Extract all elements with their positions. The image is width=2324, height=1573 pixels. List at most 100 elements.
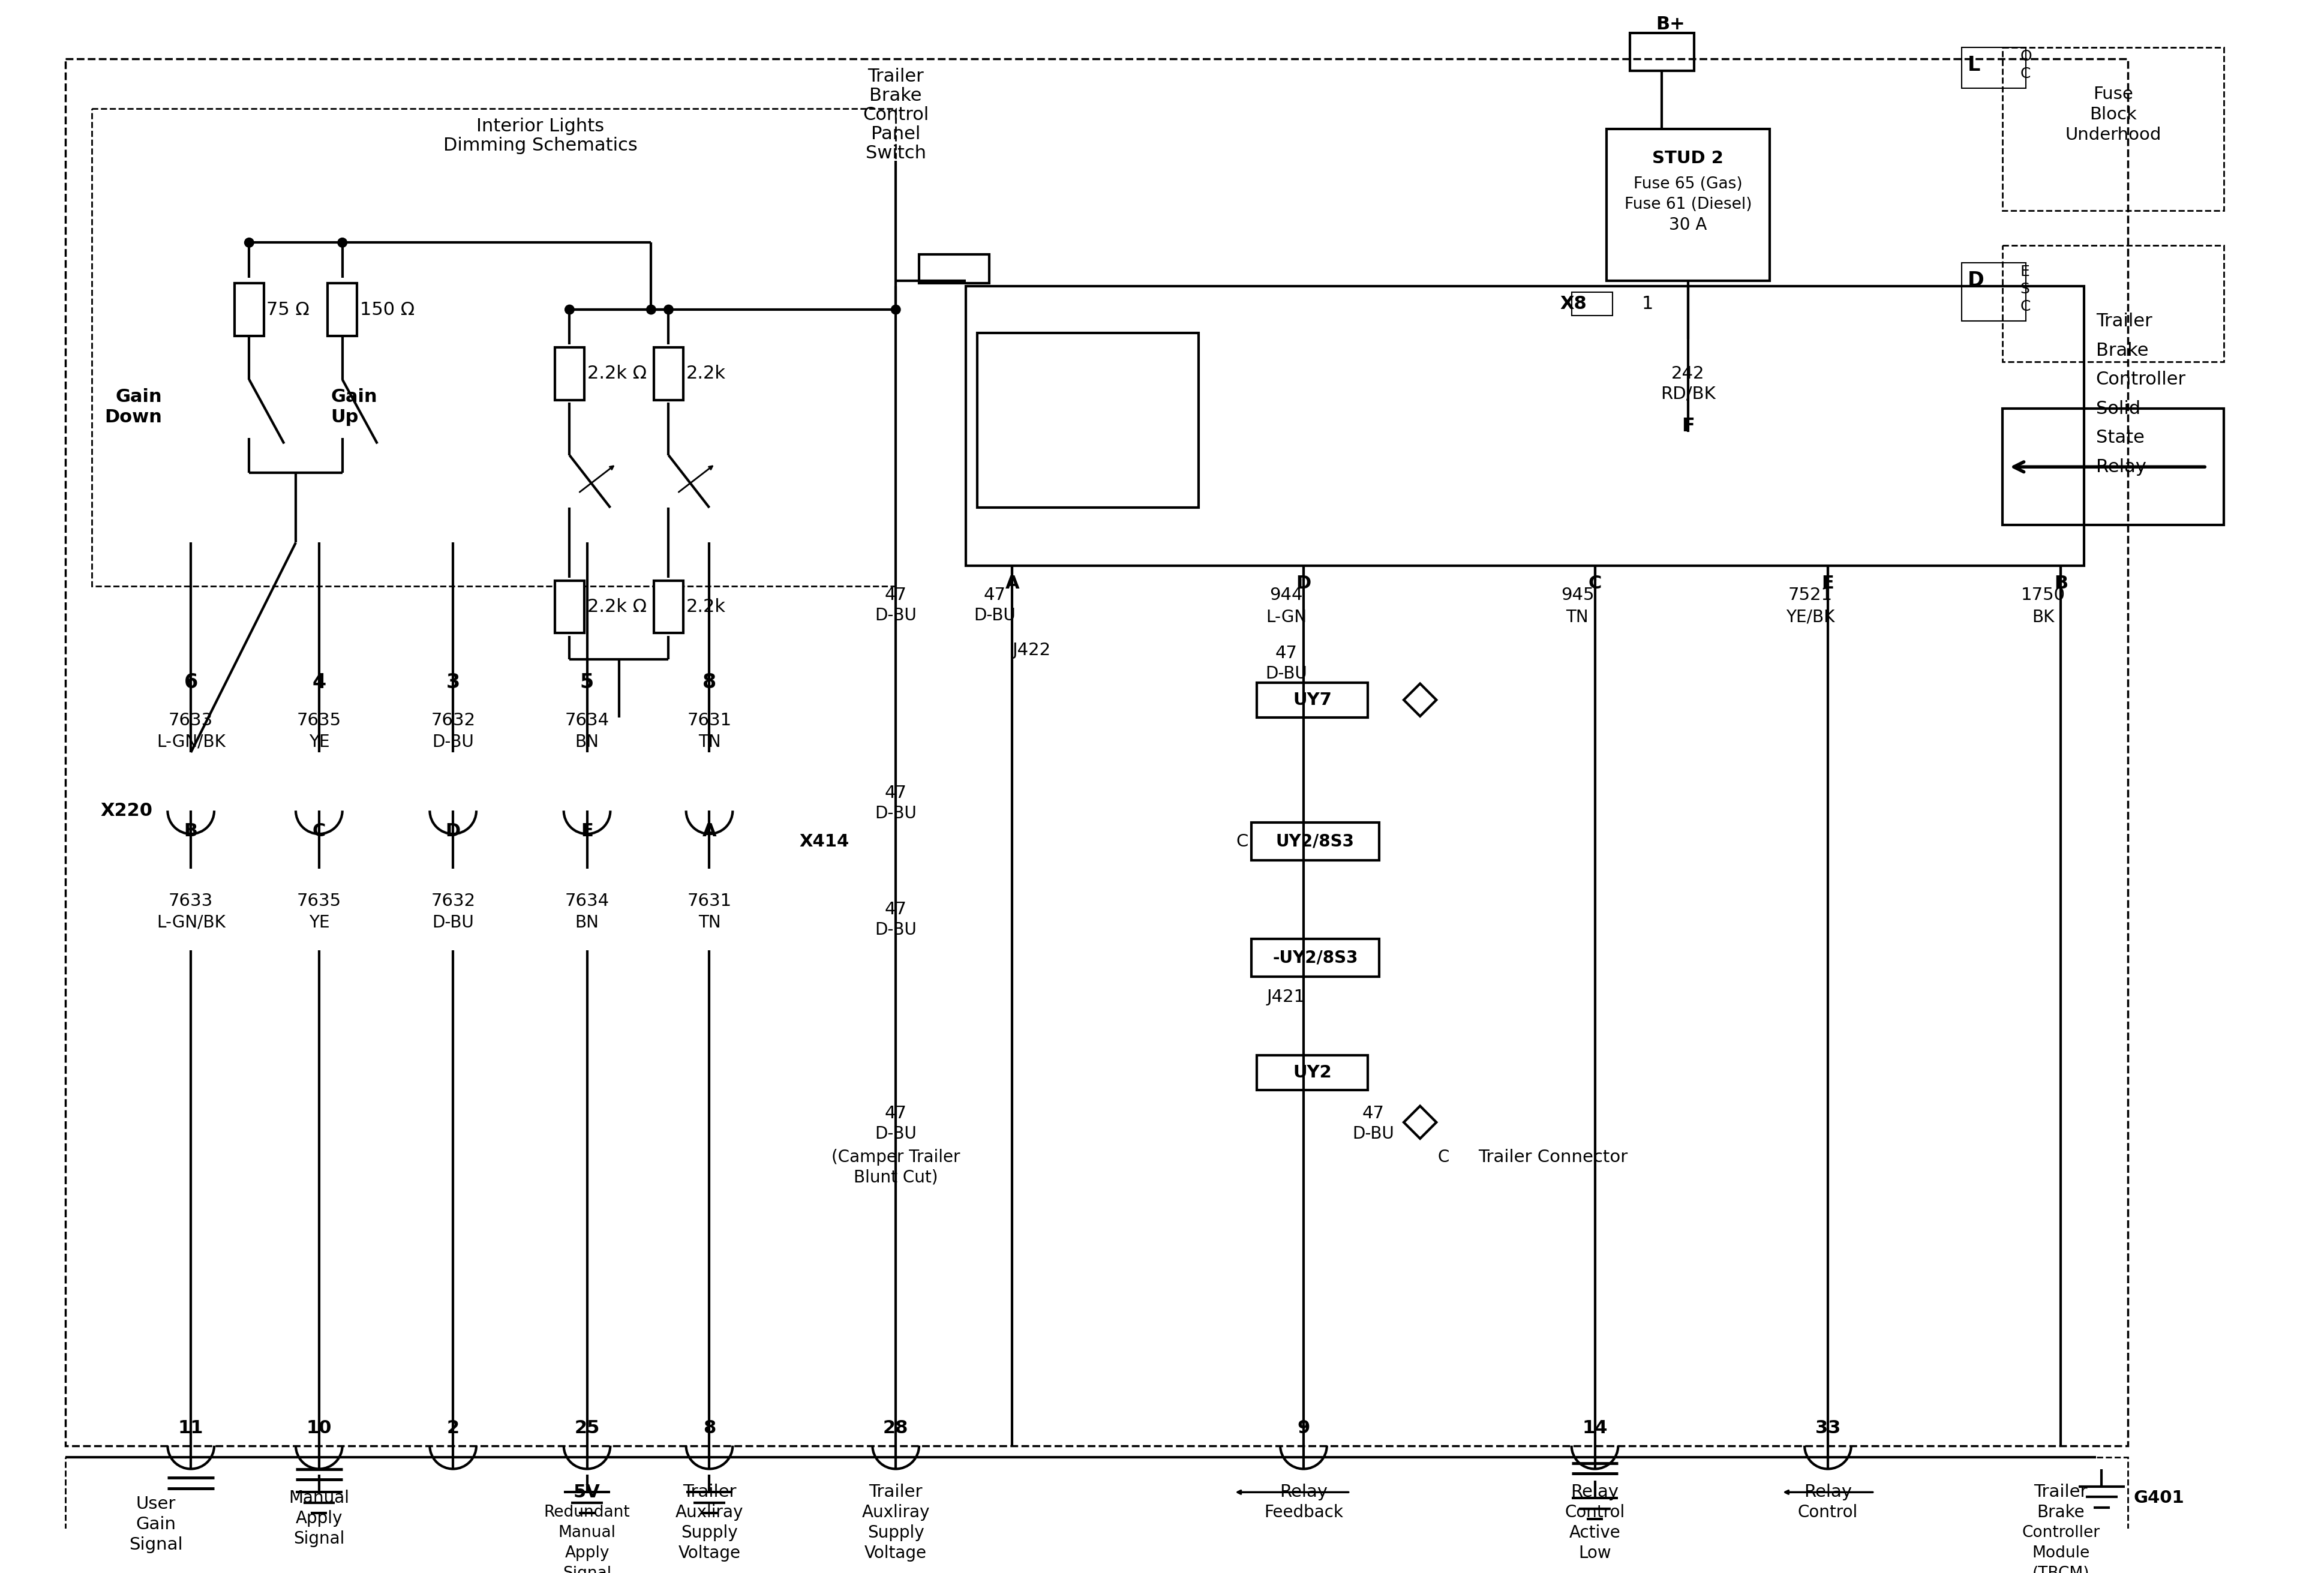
Text: 242: 242 — [1671, 365, 1706, 382]
Text: D-BU: D-BU — [874, 1126, 916, 1142]
Text: L: L — [1968, 55, 1980, 76]
Circle shape — [565, 305, 574, 315]
Text: Down: Down — [105, 409, 163, 426]
Text: 30 A: 30 A — [1669, 217, 1708, 233]
Text: J422: J422 — [1013, 642, 1050, 659]
Text: Control: Control — [862, 107, 930, 124]
Text: Supply: Supply — [681, 1524, 737, 1542]
Text: C: C — [1236, 834, 1248, 849]
Text: Brake: Brake — [2096, 341, 2147, 359]
Circle shape — [337, 238, 346, 247]
Text: Relay: Relay — [1803, 1483, 1852, 1501]
Text: 7631: 7631 — [688, 713, 732, 728]
Text: L-GN/BK: L-GN/BK — [156, 733, 225, 750]
Text: B+: B+ — [1657, 16, 1685, 33]
Text: (Camper Trailer: (Camper Trailer — [832, 1148, 960, 1166]
Bar — [2003, 409, 2224, 525]
Bar — [2003, 47, 2224, 211]
Circle shape — [244, 238, 253, 247]
Text: J421: J421 — [1267, 989, 1306, 1005]
Text: D-BU: D-BU — [874, 805, 916, 823]
Text: Controller: Controller — [2022, 1526, 2101, 1542]
Text: E: E — [2020, 264, 2029, 278]
Text: State: State — [2096, 429, 2145, 447]
Text: Control: Control — [1799, 1504, 1857, 1521]
Text: Manual: Manual — [288, 1490, 349, 1507]
Text: 47: 47 — [885, 785, 906, 802]
Text: Module: Module — [2031, 1546, 2089, 1560]
Text: Fuse: Fuse — [2094, 85, 2133, 102]
Text: 7633: 7633 — [170, 892, 214, 909]
Text: S: S — [2020, 282, 2029, 296]
Text: Solid: Solid — [2096, 400, 2140, 417]
Bar — [1250, 823, 1378, 860]
Text: Trailer Connector: Trailer Connector — [1478, 1148, 1627, 1166]
Text: 47: 47 — [885, 587, 906, 604]
Bar — [555, 580, 583, 632]
Text: 7635: 7635 — [297, 892, 342, 909]
Text: Controller: Controller — [2096, 371, 2187, 389]
Bar — [2003, 245, 2224, 362]
Text: F: F — [1683, 417, 1694, 436]
Bar — [235, 283, 263, 335]
Text: Feedback: Feedback — [1264, 1504, 1343, 1521]
Text: Relay: Relay — [1571, 1483, 1620, 1501]
Text: -UY2/8S3: -UY2/8S3 — [1274, 950, 1357, 966]
Text: User: User — [137, 1496, 177, 1512]
Text: YE: YE — [309, 733, 330, 750]
Text: 75 Ω: 75 Ω — [267, 300, 309, 318]
Text: 7631: 7631 — [688, 892, 732, 909]
Text: E: E — [581, 823, 593, 840]
Text: A: A — [702, 823, 716, 840]
Text: Gain: Gain — [116, 389, 163, 406]
Text: BK: BK — [2031, 609, 2054, 626]
Bar — [65, 1457, 2129, 1573]
Bar — [555, 348, 583, 400]
Text: 1750: 1750 — [2022, 587, 2066, 604]
Text: 1: 1 — [1641, 296, 1652, 313]
Text: UY2: UY2 — [1292, 1065, 1332, 1081]
Text: BN: BN — [574, 733, 600, 750]
Text: 7634: 7634 — [565, 892, 609, 909]
Text: C: C — [1439, 1148, 1450, 1166]
Text: 3: 3 — [446, 673, 460, 692]
Text: C: C — [2020, 66, 2031, 80]
Circle shape — [890, 305, 899, 315]
Text: BN: BN — [574, 914, 600, 931]
Text: L-GN: L-GN — [1267, 609, 1306, 626]
Text: Relay: Relay — [1281, 1483, 1327, 1501]
Text: A: A — [1006, 574, 1020, 591]
Text: Trailer: Trailer — [2096, 313, 2152, 330]
Text: YE/BK: YE/BK — [1785, 609, 1834, 626]
Text: Apply: Apply — [295, 1510, 342, 1527]
Text: 7634: 7634 — [565, 713, 609, 728]
Text: Brake: Brake — [2036, 1504, 2085, 1521]
Text: TN: TN — [1566, 609, 1590, 626]
Text: D: D — [1297, 574, 1311, 591]
Text: TN: TN — [697, 914, 720, 931]
Bar — [1257, 683, 1367, 717]
Text: STUD 2: STUD 2 — [1652, 149, 1724, 167]
Text: UY2/8S3: UY2/8S3 — [1276, 834, 1355, 849]
Bar — [653, 580, 683, 632]
Text: 944: 944 — [1269, 587, 1304, 604]
Text: Auxliray: Auxliray — [862, 1504, 930, 1521]
Bar — [1571, 293, 1613, 316]
Text: B: B — [184, 823, 198, 840]
Text: Signal: Signal — [130, 1537, 184, 1553]
Text: D-BU: D-BU — [432, 733, 474, 750]
Text: TN: TN — [697, 733, 720, 750]
Text: 8: 8 — [702, 1419, 716, 1436]
Text: RD/BK: RD/BK — [1662, 385, 1715, 403]
Bar — [1961, 47, 2027, 88]
Text: 7632: 7632 — [430, 892, 476, 909]
Text: (TBCM): (TBCM) — [2031, 1567, 2089, 1573]
Text: C: C — [1587, 574, 1601, 591]
Text: Supply: Supply — [867, 1524, 925, 1542]
Text: 47: 47 — [1276, 645, 1297, 662]
Text: D: D — [1968, 271, 1985, 291]
Text: D-BU: D-BU — [874, 607, 916, 624]
Text: 7635: 7635 — [297, 713, 342, 728]
Text: E: E — [1822, 574, 1834, 591]
Text: 2.2k Ω: 2.2k Ω — [588, 365, 646, 382]
